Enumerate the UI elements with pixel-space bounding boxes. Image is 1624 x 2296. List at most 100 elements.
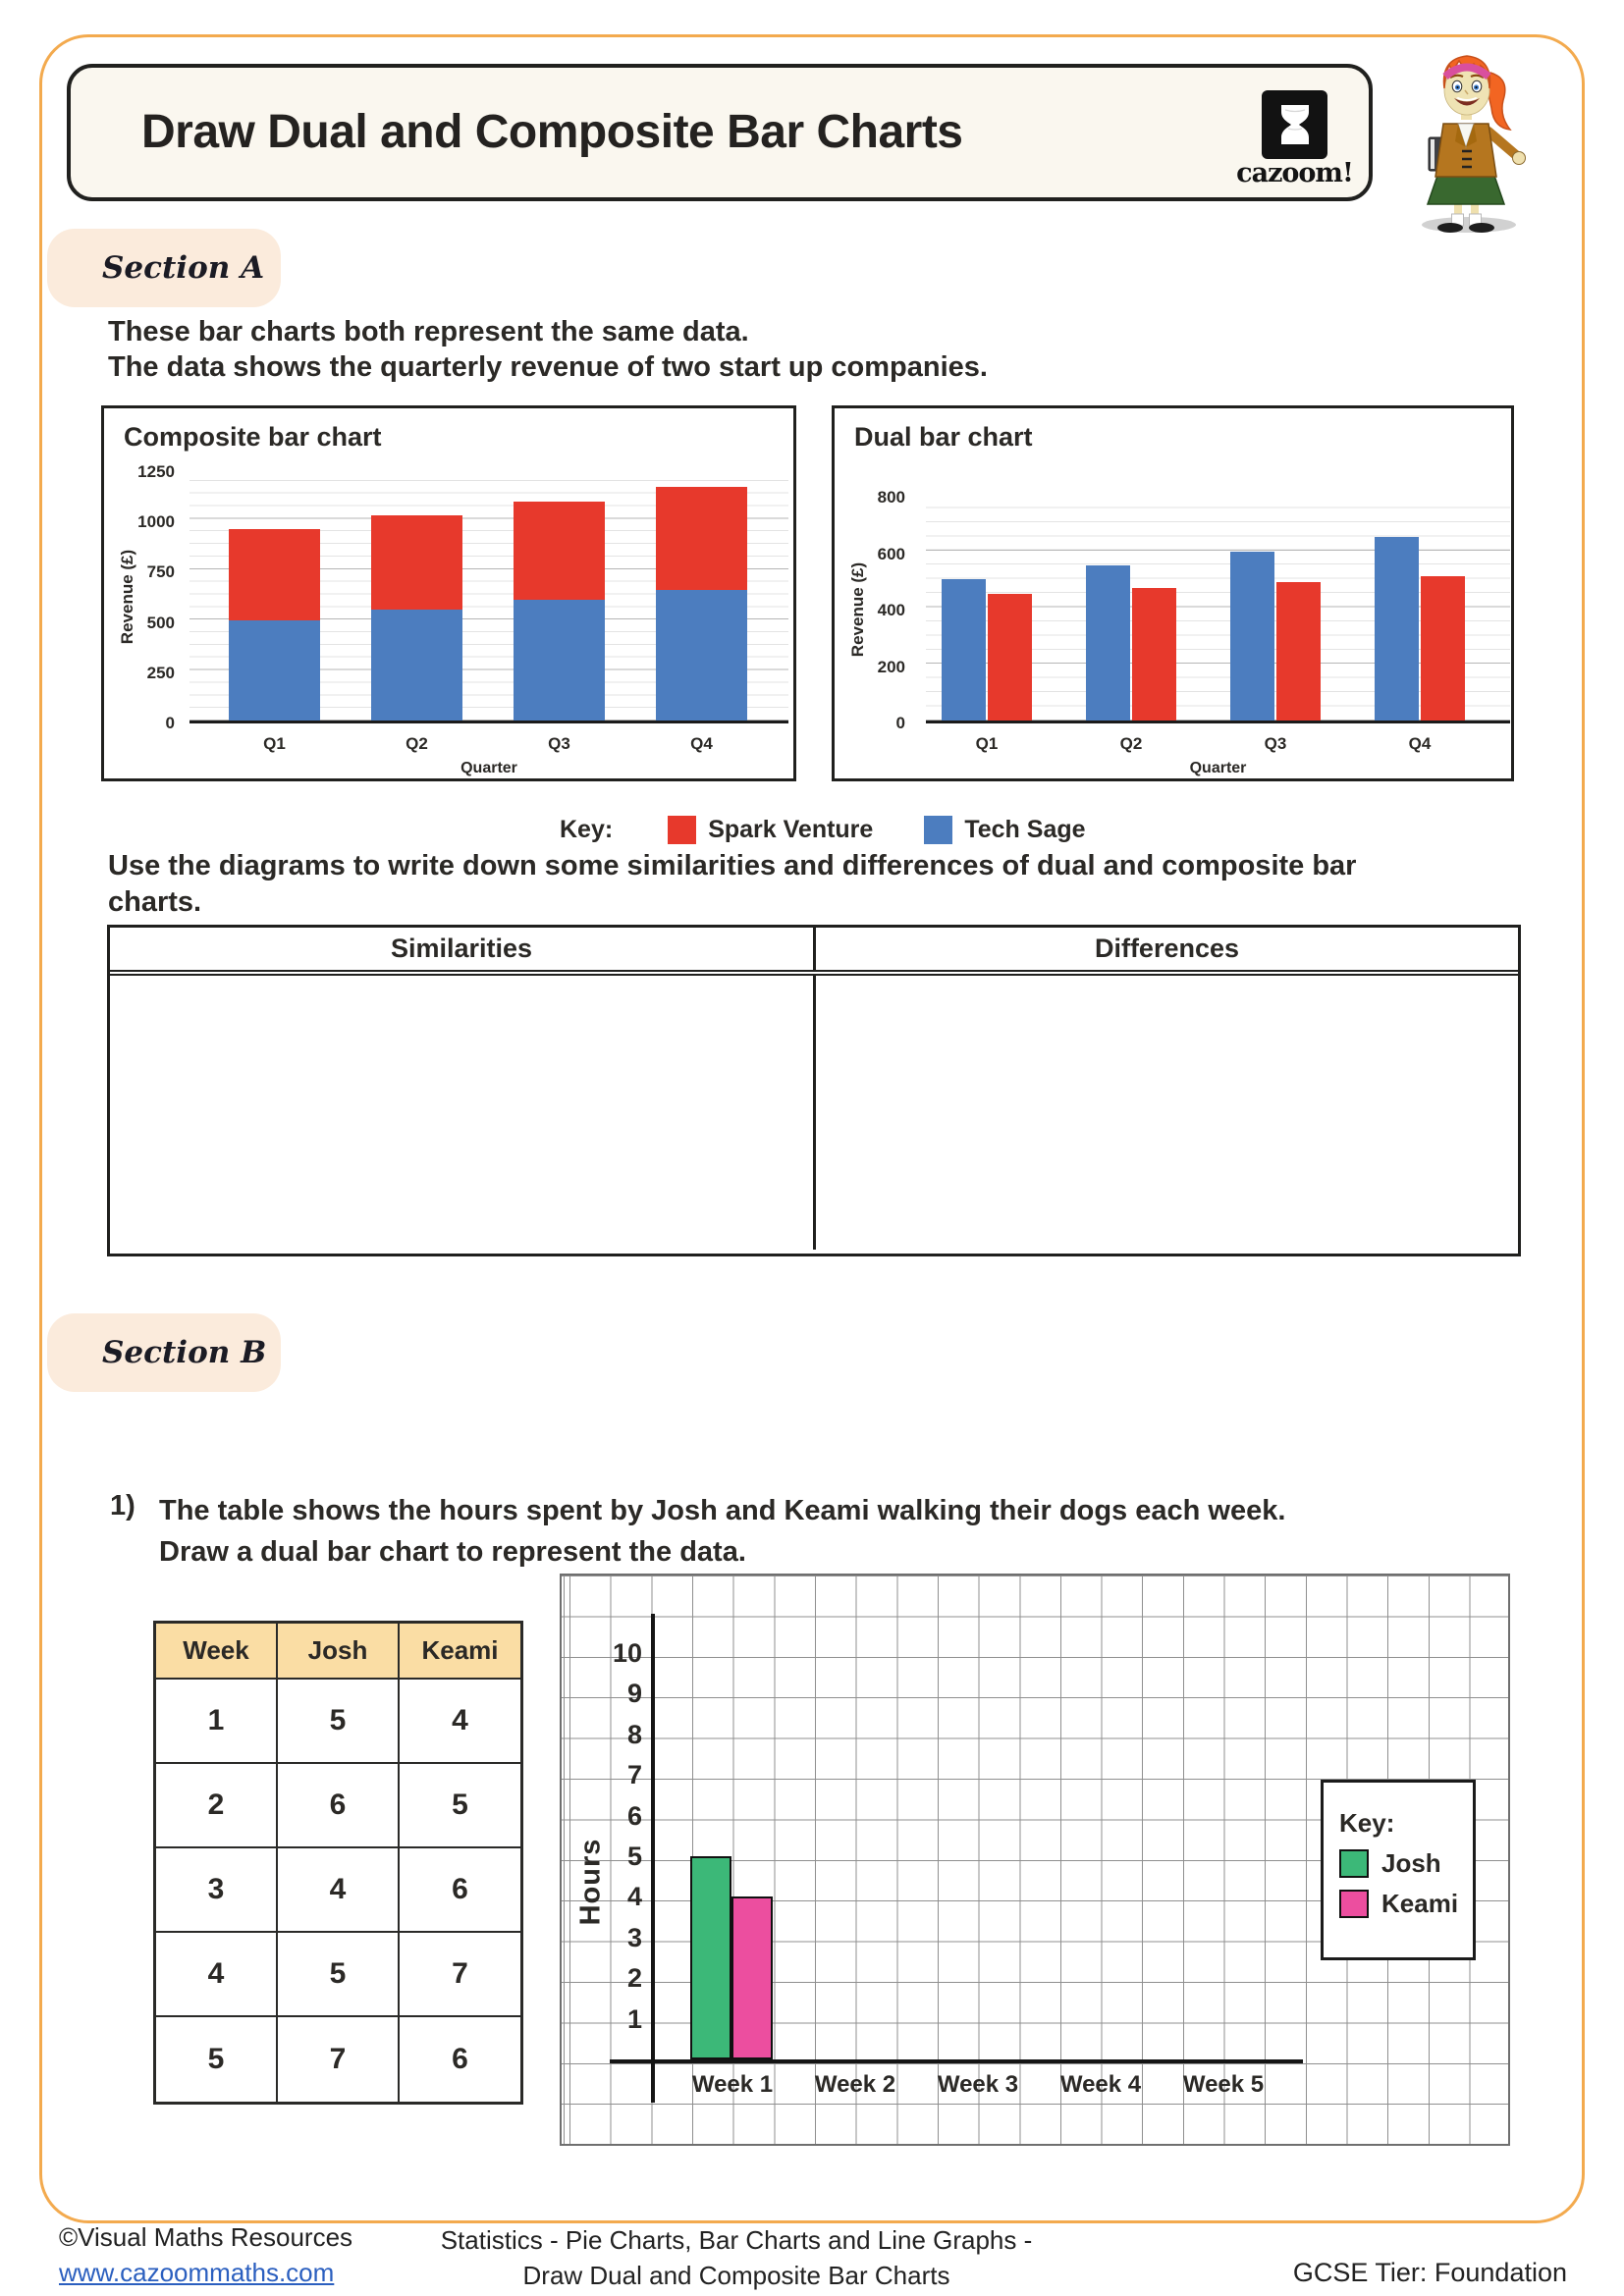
composite-x-axis-title: Quarter [460, 760, 517, 776]
grid-x-axis-line [610, 2059, 1303, 2063]
data-table-cell: 2 [156, 1764, 278, 1848]
question-number: 1) [110, 1490, 135, 1522]
grid-y-tick-label: 5 [626, 1842, 642, 1871]
bar-segment-spark-venture [229, 529, 320, 620]
bar-tech-sage [1086, 564, 1130, 721]
grid-y-tick-label: 2 [626, 1963, 642, 1994]
bar-spark-venture [1276, 582, 1321, 721]
bar-spark-venture [988, 593, 1032, 721]
grid-week-label: Week 5 [1182, 2071, 1265, 2098]
grid-week-label: Week 3 [937, 2071, 1019, 2098]
question-text: The table shows the hours spent by Josh … [159, 1495, 1286, 1568]
grid-bar-keami-week-1 [731, 1896, 773, 2059]
bar-segment-tech-sage [514, 600, 605, 721]
footer-tier: GCSE Tier: Foundation [1292, 2258, 1567, 2287]
legend-swatch-tech-sage [924, 815, 953, 844]
grid-key-label-keami: Keami [1381, 1889, 1459, 1918]
differences-header: Differences [813, 928, 1518, 970]
data-table-cell: 4 [156, 1933, 278, 2017]
copyright-text: ©Visual Maths Resources [59, 2222, 353, 2252]
x-tick-label: Q2 [406, 734, 428, 753]
similarities-header: Similarities [390, 934, 533, 963]
bar-segment-tech-sage [229, 619, 320, 721]
bar-segment-tech-sage [656, 589, 747, 721]
grid-y-tick-label: 9 [626, 1679, 642, 1709]
bar-tech-sage [1375, 537, 1419, 721]
grid-y-tick-label: 7 [626, 1760, 642, 1790]
composite-plot-area [189, 471, 788, 723]
grid-y-tick-label: 10 [612, 1638, 642, 1668]
x-tick-label: Q4 [690, 734, 713, 753]
practice-grid-chart[interactable]: Hours 1 2 3 4 5 6 7 8 9 10 Week 1 Week 2 Week 3 Week… [560, 1574, 1510, 2146]
x-tick-label: Q1 [975, 734, 999, 753]
section-b-label: Section B [102, 1335, 267, 1370]
grid-week-label: Week 2 [814, 2071, 896, 2098]
website-link[interactable]: www.cazoommaths.com [59, 2258, 335, 2287]
cazoom-logo-wordmark: cazoom! [1236, 158, 1354, 188]
section-a-label: Section A [102, 250, 265, 286]
x-tick-label: Q1 [263, 734, 286, 753]
grid-week-label: Week 4 [1059, 2071, 1142, 2098]
data-table-header: Week [156, 1624, 278, 1680]
grid-key-row-josh: Josh [1339, 1848, 1473, 1879]
legend-label-spark-venture: Spark Venture [708, 815, 874, 843]
chart-legend-row: Key: Spark Venture Tech Sage [560, 813, 1086, 846]
bar-segment-tech-sage [371, 610, 462, 721]
footer-topic-line-1: Statistics - Pie Charts, Bar Charts and … [440, 2225, 1033, 2255]
grid-y-axis-line [651, 1614, 655, 2103]
grid-y-tick-label: 8 [626, 1719, 642, 1749]
legend-swatch-spark-venture [668, 815, 697, 844]
grid-y-tick-label: 1 [626, 2003, 642, 2034]
section-a-label-badge: Section A [47, 229, 281, 307]
dual-x-axis-title: Quarter [1189, 760, 1247, 776]
dual-plot-area [926, 497, 1510, 723]
dual-x-ticks: Q1 Q2 Q3 Q4 [926, 734, 1510, 760]
data-table-cell: 6 [452, 2043, 468, 2075]
data-table-cell: 5 [278, 1680, 400, 1764]
bar-spark-venture [1421, 576, 1465, 721]
grid-key-row-keami: Keami [1339, 1889, 1473, 1919]
x-tick-label: Q4 [1408, 734, 1432, 753]
grid-week-label: Week 1 [691, 2071, 774, 2098]
composite-y-ticks: 0 250 500 750 1000 1250 [137, 462, 175, 732]
page-title: Draw Dual and Composite Bar Charts [141, 106, 963, 158]
grid-y-tick-label: 4 [626, 1882, 642, 1912]
composite-chart-panel: Composite bar chart Revenue (£) 0 250 500 7… [101, 405, 796, 781]
grid-bar-josh-week-1 [690, 1856, 731, 2059]
grid-key-swatch-keami [1339, 1890, 1369, 1918]
worksheet-title-box: Draw Dual and Composite Bar Charts cazoo… [67, 64, 1373, 201]
cartoon-girl-illustration [1392, 47, 1540, 239]
cazoom-logo-drum-icon [1262, 90, 1327, 159]
footer-topic: Statistics - Pie Charts, Bar Charts and … [344, 2222, 1129, 2293]
data-table-cell: 5 [278, 1933, 400, 2017]
data-table-cell: 7 [278, 2017, 400, 2102]
section-a-intro-text: These bar charts both represent the same… [108, 316, 988, 383]
x-tick-label: Q3 [548, 734, 570, 753]
bar-tech-sage [1230, 551, 1274, 721]
grid-key-label-josh: Josh [1381, 1848, 1441, 1878]
footer-topic-line-2: Draw Dual and Composite Bar Charts [522, 2261, 950, 2290]
bar-segment-spark-venture [656, 487, 747, 590]
data-table-cell: 3 [156, 1848, 278, 1933]
dual-chart-title: Dual bar chart [854, 422, 1033, 452]
hours-data-table: Week Josh Keami 1 5 4 2 6 5 3 4 6 4 5 7 5 7 6 [153, 1621, 523, 2105]
data-table-cell: 4 [400, 1680, 520, 1764]
bar-segment-spark-venture [514, 501, 605, 601]
grid-key-swatch-josh [1339, 1849, 1369, 1878]
similarities-answer-cell[interactable] [110, 976, 813, 1250]
grid-key-box: Key: Josh Keami [1321, 1780, 1476, 1960]
grid-key-title: Key: [1339, 1808, 1395, 1838]
composite-chart-title: Composite bar chart [124, 422, 382, 452]
legend-label-tech-sage: Tech Sage [964, 815, 1086, 843]
data-table-cell: 6 [278, 1764, 400, 1848]
page-border [39, 34, 1585, 2223]
legend-key-label: Key: [560, 815, 614, 843]
dual-chart-panel: Dual bar chart Revenue (£) 0 200 400 600 800… [832, 405, 1514, 781]
section-b-label-badge: Section B [47, 1313, 281, 1392]
data-table-cell: 5 [156, 2017, 278, 2102]
x-tick-label: Q2 [1119, 734, 1143, 753]
grid-y-tick-label: 3 [626, 1922, 642, 1952]
bar-segment-spark-venture [371, 515, 462, 611]
differences-answer-cell[interactable] [813, 976, 1518, 1250]
